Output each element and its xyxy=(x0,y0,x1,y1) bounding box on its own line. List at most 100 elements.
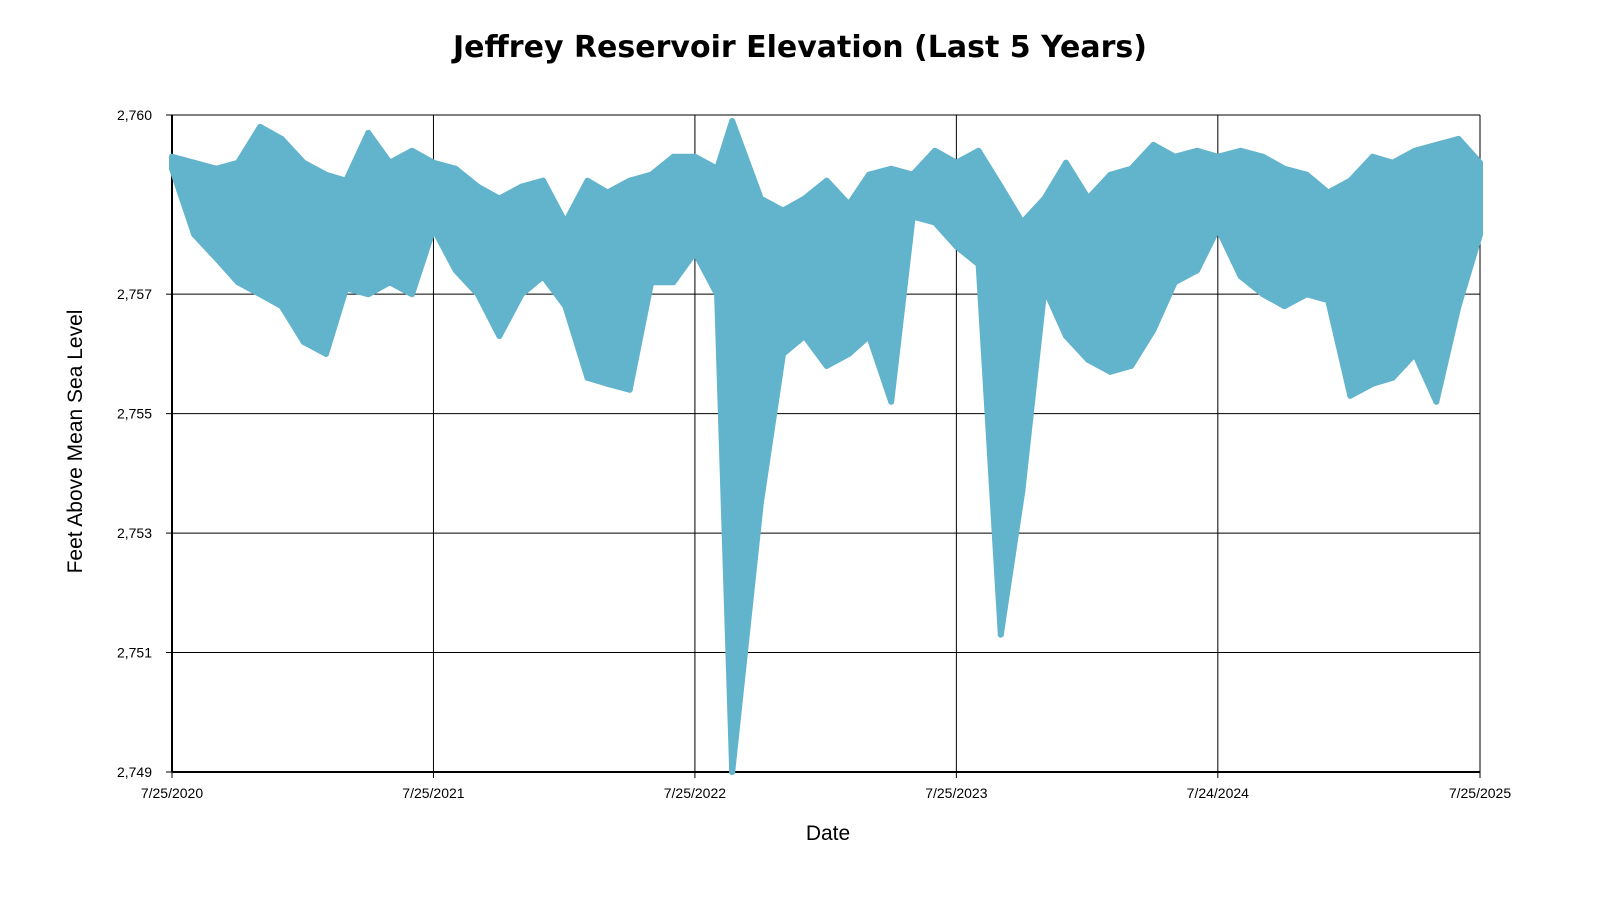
x-tick-label: 7/25/2022 xyxy=(664,785,726,801)
elevation-high-point xyxy=(648,171,655,178)
elevation-high-point xyxy=(1214,153,1221,160)
elevation-high-point xyxy=(452,165,459,172)
elevation-high-point xyxy=(626,177,633,184)
elevation-high-point xyxy=(496,195,503,202)
elevation-low-point xyxy=(1194,267,1201,274)
elevation-low-point xyxy=(540,273,547,280)
elevation-high-point xyxy=(780,207,787,214)
elevation-high-point xyxy=(1062,159,1069,166)
elevation-high-point xyxy=(1259,153,1266,160)
elevation-low-point xyxy=(888,398,895,405)
elevation-high-point xyxy=(909,171,916,178)
elevation-high-point xyxy=(1107,171,1114,178)
elevation-low-point xyxy=(562,303,569,310)
elevation-high-point xyxy=(1194,147,1201,154)
elevation-low-point xyxy=(691,249,698,256)
elevation-low-point xyxy=(323,350,330,357)
elevation-high-point xyxy=(888,165,895,172)
elevation-low-point xyxy=(474,291,481,298)
elevation-low-point xyxy=(584,374,591,381)
x-tick-label: 7/25/2025 xyxy=(1449,785,1511,801)
elevation-low-point xyxy=(257,291,264,298)
elevation-low-point xyxy=(518,291,525,298)
y-tick-label: 2,751 xyxy=(117,645,152,661)
elevation-low-point xyxy=(496,332,503,339)
elevation-low-point xyxy=(729,769,736,775)
elevation-low-point xyxy=(909,213,916,220)
elevation-low-point xyxy=(343,285,350,292)
elevation-low-point xyxy=(626,386,633,393)
elevation-low-point xyxy=(1128,362,1135,369)
elevation-low-point xyxy=(1477,231,1483,238)
y-tick-label: 2,755 xyxy=(117,406,152,422)
elevation-high-point xyxy=(1477,159,1483,166)
elevation-high-point xyxy=(584,177,591,184)
elevation-high-point xyxy=(1019,219,1026,226)
elevation-low-point xyxy=(408,291,415,298)
elevation-high-point xyxy=(562,219,569,226)
elevation-low-point xyxy=(931,219,938,226)
elevation-low-point xyxy=(648,279,655,286)
elevation-high-point xyxy=(1171,153,1178,160)
elevation-low-point xyxy=(845,350,852,357)
elevation-high-point xyxy=(169,153,175,160)
elevation-low-point xyxy=(1019,488,1026,495)
elevation-high-point xyxy=(365,129,372,136)
elevation-low-point xyxy=(1411,350,1418,357)
elevation-high-point xyxy=(518,183,525,190)
elevation-high-point xyxy=(801,195,808,202)
elevation-high-point xyxy=(1347,177,1354,184)
y-axis-label: Feet Above Mean Sea Level xyxy=(64,310,87,574)
elevation-high-point xyxy=(931,147,938,154)
elevation-high-point xyxy=(408,147,415,154)
elevation-high-point xyxy=(1128,165,1135,172)
elevation-low-point xyxy=(365,291,372,298)
elevation-high-point xyxy=(714,165,721,172)
elevation-high-point xyxy=(691,153,698,160)
elevation-series xyxy=(169,118,1483,775)
elevation-high-point xyxy=(300,159,307,166)
elevation-low-point xyxy=(801,332,808,339)
elevation-high-point xyxy=(1150,141,1157,148)
elevation-low-point xyxy=(191,231,198,238)
elevation-high-point xyxy=(1041,195,1048,202)
elevation-low-point xyxy=(213,255,220,262)
x-tick-label: 7/25/2023 xyxy=(925,785,987,801)
elevation-high-point xyxy=(1303,171,1310,178)
elevation-low-point xyxy=(1433,398,1440,405)
y-tick-label: 2,749 xyxy=(117,764,152,780)
elevation-low-point xyxy=(430,225,437,232)
elevation-low-point xyxy=(1237,273,1244,280)
elevation-low-point xyxy=(1369,380,1376,387)
elevation-high-point xyxy=(1455,135,1462,142)
elevation-low-point xyxy=(1303,291,1310,298)
elevation-high-point xyxy=(257,123,264,130)
elevation-low-point xyxy=(169,165,175,172)
elevation-low-point xyxy=(757,500,764,507)
elevation-high-point xyxy=(234,159,241,166)
x-tick-label: 7/25/2020 xyxy=(141,785,203,801)
elevation-high-point xyxy=(278,135,285,142)
elevation-low-point xyxy=(714,291,721,298)
elevation-high-point xyxy=(953,159,960,166)
y-tick-label: 2,757 xyxy=(117,286,152,302)
elevation-high-point xyxy=(386,159,393,166)
elevation-high-point xyxy=(191,159,198,166)
x-axis-label: Date xyxy=(806,822,850,845)
elevation-low-point xyxy=(1259,291,1266,298)
elevation-low-point xyxy=(1347,392,1354,399)
elevation-low-point xyxy=(1455,303,1462,310)
elevation-high-point xyxy=(757,195,764,202)
elevation-high-point xyxy=(1325,189,1332,196)
elevation-high-point xyxy=(997,183,1004,190)
elevation-low-point xyxy=(953,243,960,250)
elevation-high-point xyxy=(213,165,220,172)
elevation-low-point xyxy=(386,279,393,286)
elevation-high-point xyxy=(540,177,547,184)
elevation-low-point xyxy=(1214,225,1221,232)
elevation-low-point xyxy=(278,303,285,310)
elevation-low-point xyxy=(604,380,611,387)
y-tick-label: 2,760 xyxy=(117,107,152,123)
elevation-low-point xyxy=(1281,303,1288,310)
